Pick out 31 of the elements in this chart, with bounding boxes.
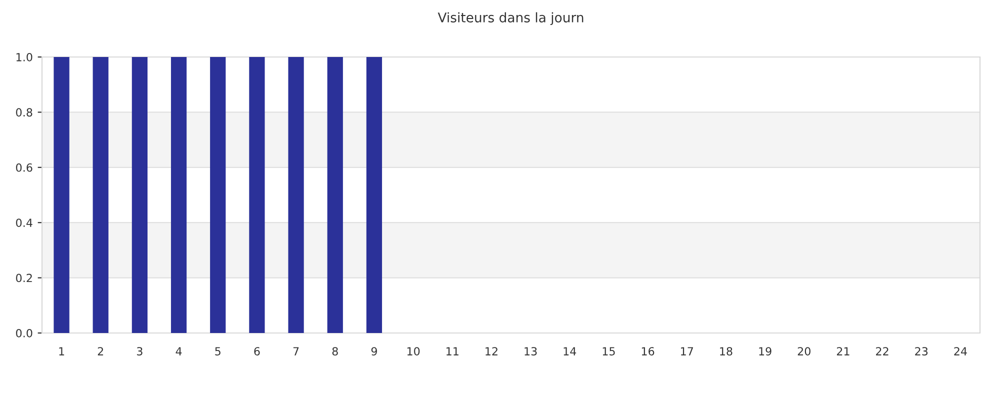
x-tick-label: 23 bbox=[915, 347, 928, 356]
x-tick-label: 18 bbox=[720, 347, 732, 356]
y-tick-label: 0.2 bbox=[16, 274, 32, 282]
x-tick-label: 13 bbox=[524, 347, 537, 356]
x-tick-label: 9 bbox=[371, 347, 377, 356]
x-tick-label: 24 bbox=[954, 347, 967, 356]
y-tick-label: 0.8 bbox=[16, 108, 32, 117]
x-tick-label: 4 bbox=[176, 347, 182, 356]
y-tick-label: 0.0 bbox=[16, 328, 32, 338]
x-tick-label: 21 bbox=[836, 347, 850, 356]
x-tick-label: 17 bbox=[681, 347, 693, 356]
x-tick-label: 16 bbox=[642, 347, 654, 356]
x-tick-label: 20 bbox=[798, 347, 810, 356]
x-tick-label: 10 bbox=[407, 347, 420, 356]
chart-title: Visiteurs dans la journ bbox=[438, 12, 584, 26]
x-tick-label: 15 bbox=[602, 347, 615, 356]
x-tick-label: 6 bbox=[254, 347, 260, 356]
y-tick-label: 0.4 bbox=[16, 218, 32, 227]
x-tick-label: 12 bbox=[486, 347, 498, 356]
x-tick-label: 14 bbox=[564, 347, 576, 356]
x-tick-label: 19 bbox=[759, 347, 772, 356]
x-tick-label: 5 bbox=[215, 347, 220, 356]
x-tick-label: 2 bbox=[98, 347, 104, 356]
x-tick-label: 7 bbox=[293, 347, 299, 356]
x-tick-label: 3 bbox=[137, 347, 142, 356]
y-tick-label: 1.0 bbox=[16, 52, 32, 62]
y-tick-label: 0.6 bbox=[16, 163, 32, 172]
x-tick-label: 8 bbox=[332, 347, 338, 356]
x-tick-label: 22 bbox=[876, 347, 888, 356]
x-tick-label: 1 bbox=[59, 347, 64, 356]
x-tick-label: 11 bbox=[446, 347, 458, 356]
